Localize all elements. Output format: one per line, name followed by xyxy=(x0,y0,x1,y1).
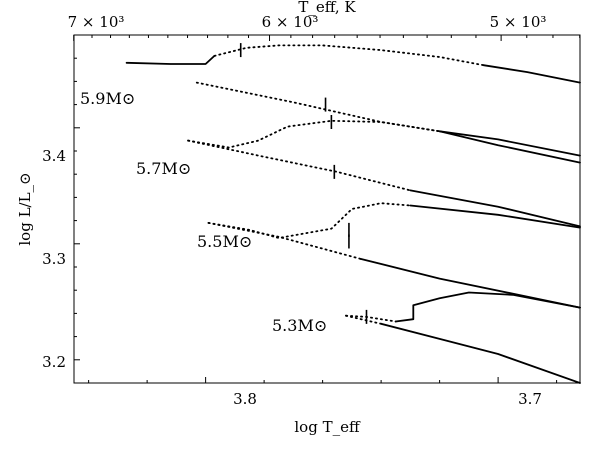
track-5.5-dotted-segment xyxy=(207,202,412,239)
track-5.9-solid-segment xyxy=(438,130,581,164)
axis-ticks xyxy=(73,35,581,384)
x-tick-label: 3.7 xyxy=(518,390,542,408)
x-axis-label: log T_eff xyxy=(294,418,361,436)
track-5.9-solid-segment xyxy=(482,64,581,84)
plot-frame xyxy=(73,34,581,384)
top-axis-label: T_eff, K xyxy=(298,0,356,16)
track-5.5-solid-segment xyxy=(359,258,581,309)
track-5.7-dotted-segment xyxy=(187,119,441,149)
top-tick-label: 7 × 10³ xyxy=(68,13,125,31)
x-tick-label: 3.8 xyxy=(233,390,257,408)
track-5.3-solid-segment xyxy=(380,322,581,384)
track-5.9-solid-segment xyxy=(125,55,216,65)
track-label-5.3: 5.3M⊙ xyxy=(272,316,327,335)
top-tick-label: 6 × 10³ xyxy=(262,13,319,31)
track-5.7-solid-segment xyxy=(438,130,581,157)
track-5.5-dotted-segment xyxy=(207,222,362,260)
axis-labels: 3.8 3.7 3.2 3.3 3.4 7 × 10³ 6 × 10³ 5 × … xyxy=(16,0,546,436)
track-5.3-solid-segment xyxy=(394,291,581,323)
track-5.7-dotted-segment xyxy=(187,139,412,192)
track-label-5.9: 5.9M⊙ xyxy=(80,89,135,108)
tracks xyxy=(125,43,581,384)
track-label-5.5: 5.5M⊙ xyxy=(197,232,252,251)
track-5.5-solid-segment xyxy=(409,204,581,229)
track-5.9-dotted-segment xyxy=(213,44,485,67)
top-tick-label: 5 × 10³ xyxy=(490,13,547,31)
track-5.7-solid-segment xyxy=(409,189,581,228)
track-5.3-dotted-segment xyxy=(345,314,382,325)
track-5.9-dotted-segment xyxy=(195,81,441,133)
track-label-5.7: 5.7M⊙ xyxy=(136,159,191,178)
y-tick-label: 3.3 xyxy=(42,250,66,268)
y-axis-label: log L/L_⊙ xyxy=(16,172,34,245)
y-tick-label: 3.2 xyxy=(42,353,66,371)
y-tick-label: 3.4 xyxy=(42,147,66,165)
mass-labels: 5.9M⊙ 5.7M⊙ 5.5M⊙ 5.3M⊙ xyxy=(80,89,327,335)
